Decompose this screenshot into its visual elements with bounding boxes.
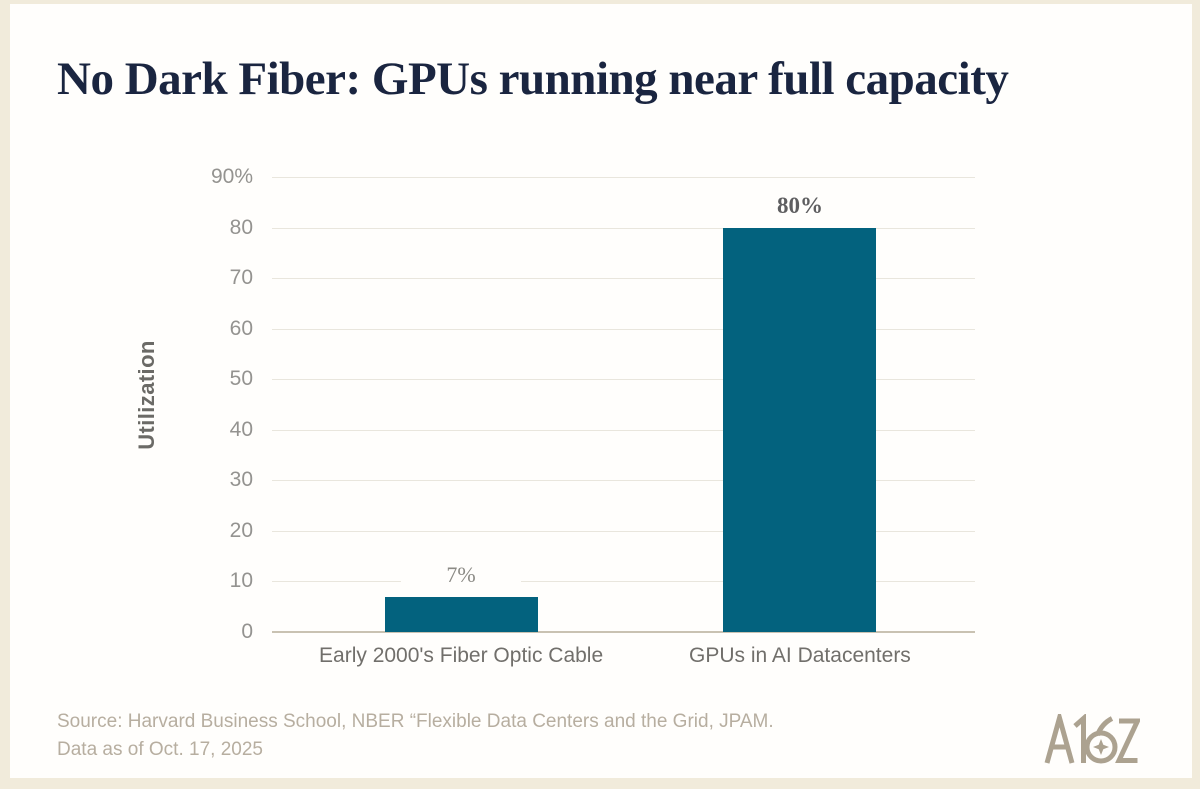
frame-border-left (0, 0, 10, 789)
gridline (272, 480, 975, 482)
logo-letter-z (1115, 718, 1140, 763)
logo-compass-star (1093, 739, 1109, 755)
bar-value-label: 7% (401, 560, 522, 589)
source-line-2: Data as of Oct. 17, 2025 (57, 739, 263, 760)
y-tick-label: 10 (229, 569, 253, 593)
chart-title: No Dark Fiber: GPUs running near full ca… (57, 53, 1009, 105)
y-tick-label: 20 (229, 518, 253, 542)
gridline (272, 581, 975, 583)
bar (384, 596, 538, 632)
y-tick-label: 80 (229, 215, 253, 239)
y-tick-label: 40 (229, 417, 253, 441)
bar (723, 227, 877, 632)
gridline (272, 530, 975, 532)
source-note: Source: Harvard Business School, NBER “F… (57, 708, 774, 764)
gridline (272, 379, 975, 381)
category-label: GPUs in AI Datacenters (689, 644, 911, 667)
logo-letter-1 (1073, 714, 1086, 763)
frame-border-top (0, 0, 1200, 4)
gridline (272, 278, 975, 280)
x-axis-line (272, 631, 975, 633)
y-tick-label: 30 (229, 468, 253, 492)
logo-letter-a (1044, 714, 1075, 764)
source-line-1: Source: Harvard Business School, NBER “F… (57, 711, 774, 732)
a16z-logo (1044, 714, 1140, 766)
gridline (272, 429, 975, 431)
gridline (272, 177, 975, 179)
category-label: Early 2000's Fiber Optic Cable (319, 644, 604, 667)
y-tick-label: 50 (229, 367, 253, 391)
logo-letter-6-ascender (1095, 716, 1114, 736)
bar-value-label: 80% (739, 191, 860, 220)
y-tick-label: 70 (229, 266, 253, 290)
y-tick-label: 60 (229, 316, 253, 340)
frame-border-bottom (0, 778, 1200, 789)
gridline (272, 227, 975, 229)
y-tick-label: 0 (241, 620, 253, 643)
frame-border-right (1192, 0, 1200, 789)
gridline (272, 328, 975, 330)
y-tick-label: 90% (210, 165, 253, 189)
